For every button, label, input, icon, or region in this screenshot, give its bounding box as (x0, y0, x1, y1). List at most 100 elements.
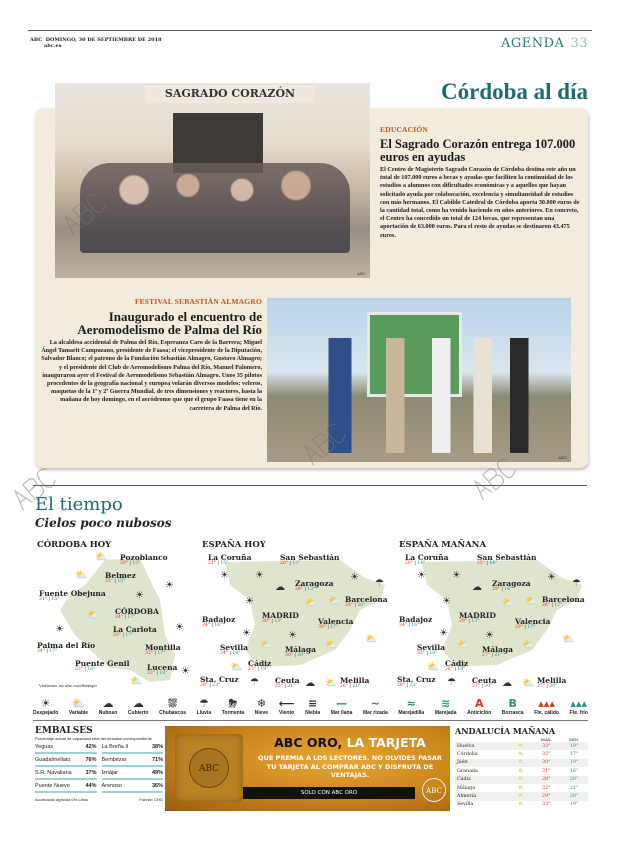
weather-icon: ⛅ (457, 640, 470, 651)
embalse-name: Arenoso (101, 783, 123, 789)
legend-item: ❄ Nieve (255, 697, 268, 720)
city-temps: 26° | 13° (280, 561, 301, 566)
city-temps: 28° | 19° (445, 667, 466, 672)
city-la-coruña: La Coruña 20° | 14° (405, 554, 448, 567)
embalses-table: Yeguas 42% La Breña II 38% Guadalmellato 76% B… (35, 744, 163, 793)
max-temp: 28° (532, 775, 561, 784)
city-sevilla: Sevilla 34° | 19° (220, 644, 248, 657)
weather-icon: ⛅ (502, 598, 515, 609)
legend-label: Despejado (33, 710, 59, 716)
article-education: EDUCACIÓN El Sagrado Corazón entrega 107… (380, 125, 583, 240)
table-row: Granada ⛅ 31° 16° (455, 767, 588, 775)
city-name: Pozoblanco (120, 553, 168, 562)
fog-icon: ≡ (307, 697, 318, 710)
city-name: Badajoz (399, 615, 433, 624)
weather-icon: ☀ (55, 624, 64, 635)
city-name: Valencia (515, 617, 551, 626)
city-temps: 27° | 20° (472, 684, 493, 689)
B-icon: B (508, 697, 517, 710)
embalse-cell: Iznájar 49% (101, 770, 163, 780)
card-logo: ABC (189, 748, 229, 788)
embalses-title: EMBALSES (35, 726, 93, 736)
embalse-pct: 36% (151, 783, 163, 789)
city-temps: 26° | 21° (340, 684, 361, 689)
min-temp: 19° (560, 758, 588, 768)
embalse-cell: La Breña II 38% (101, 744, 163, 754)
min-temp: 17° (125, 633, 134, 638)
legend-item: — Mar llana (331, 697, 353, 720)
max-temp: 30° (120, 561, 128, 566)
embalse-row: Guadalmellato 76% Bembézar 71% (35, 757, 163, 767)
legend-item: ☁ Cubierto (128, 697, 149, 720)
date: DOMINGO, 30 DE SEPTIEMBRE DE 2018 (45, 37, 162, 43)
embalse-pct: 71% (151, 757, 163, 763)
city-la-carlota: La Carlota 33° | 17° (113, 626, 157, 639)
min-temp: 16° (411, 623, 420, 628)
city-valencia: Valencia 30° | 17° (318, 618, 353, 631)
andalucia-table: MÁX. MÍN. Huelva ⛅ 33° 19° Córdoba ⛅ 35° 17° Jaén… (455, 737, 588, 809)
max-temp: 34° (220, 651, 228, 656)
city-cádiz: Cádiz 28° | 19° (445, 660, 468, 673)
spain-shape (225, 560, 385, 667)
weather-icon: ⛅ (328, 596, 341, 607)
weather-icon: ☀ (245, 596, 254, 607)
max-temp: 32° (542, 785, 551, 791)
city-name: San Sebastián (280, 553, 340, 562)
weather-icon: ☀ (417, 570, 426, 581)
legend-item: ≈ Marejadilla (398, 697, 424, 720)
city-name: Badajoz (202, 615, 236, 624)
min-temp: 17° (527, 625, 536, 630)
embalse-cell: Yeguas 42% (35, 744, 97, 754)
table-row: Cádiz ⛅ 28° 20° (455, 775, 588, 784)
site: abc.es (44, 43, 62, 49)
min-temp: 17° (569, 752, 579, 758)
city-sevilla: Sevilla 33° | 18° (417, 644, 445, 657)
max-temp: 30° (285, 653, 293, 658)
city-temps: 33° | 18° (147, 671, 168, 676)
min-temp: 21° (494, 653, 503, 658)
max-temp: 33° (75, 667, 83, 672)
city-temps: 33° | 18° (417, 651, 438, 656)
max-temp: 27° (482, 653, 490, 658)
city-temps: 28° | 20° (345, 603, 366, 608)
table-row: Jaén ⛅ 30° 19° (455, 758, 588, 768)
min-temp: 20° (549, 684, 558, 689)
cloud-icon: ☁ (102, 697, 114, 710)
map-footnote[interactable]: Visítenos en abc.es/eltiempo (39, 683, 97, 688)
max-temp: 28° (445, 667, 453, 672)
article-body: El Centro de Magisterio Sagrado Corazón … (380, 166, 580, 239)
kicker: FESTIVAL SEBASTIÁN ALMAGRO (134, 297, 262, 306)
city-palma-del-río: Palma del Río 34° | 17° (37, 642, 95, 655)
max-temp: 27° (537, 684, 545, 689)
max-temp: 34° (115, 615, 123, 620)
city-madrid: MADRID 30° | 13° (262, 612, 299, 625)
max-temp: 33° (542, 802, 551, 808)
city-name: Málaga (482, 645, 513, 654)
city-name: Lucena (147, 663, 178, 672)
min-temp: 18° (429, 651, 438, 656)
city-name: Zaragoza (295, 579, 334, 588)
city-temps: 26° | 17° (542, 603, 563, 608)
legend-label: Niebla (305, 710, 321, 716)
cold-front-icon: ▴▴▴ (570, 697, 587, 710)
weather-icon: ⛅ (365, 634, 378, 645)
city-madrid: MADRID 29° | 13° (459, 612, 496, 625)
max-temp: 34° (37, 649, 45, 654)
map-espana-hoy: ESPAÑA HOY ☀ ☀ ☁ ☀ ☂ ☀ ⛅ ⛅ ☀ ⛅ ⛅ ☀ ⛅ ⛅ ☂ ☁ ⛅ La Coruña 21°… (200, 540, 395, 692)
min-temp: 15° (220, 561, 229, 566)
embalse-name: Puente Nuevo (35, 783, 70, 789)
min-temp: 23° (409, 683, 418, 688)
legend-label: Mar rizada (363, 710, 388, 716)
embalse-cell: Guadalmellato 76% (35, 757, 97, 767)
abc-oro-advertisement[interactable]: ABC ABC ORO, LA TARJETA QUE PREMIA A LOS… (165, 726, 450, 811)
weather-icon: ☀ (547, 572, 556, 583)
abc-oro-card-image: ABC (175, 734, 243, 802)
weather-icon: ☀ (135, 590, 144, 601)
cordoba-province-shape (60, 558, 175, 682)
table-row: Sevilla ⛅ 33° 19° (455, 801, 588, 809)
headline: El Sagrado Corazón entrega 107.000 euros… (380, 137, 576, 164)
weather-icon: ☂ (447, 677, 456, 688)
weather-icon: ☀ (165, 580, 174, 591)
city-málaga: Málaga 27° | 21° (482, 646, 513, 659)
weather-icon: ☂ (250, 677, 259, 688)
